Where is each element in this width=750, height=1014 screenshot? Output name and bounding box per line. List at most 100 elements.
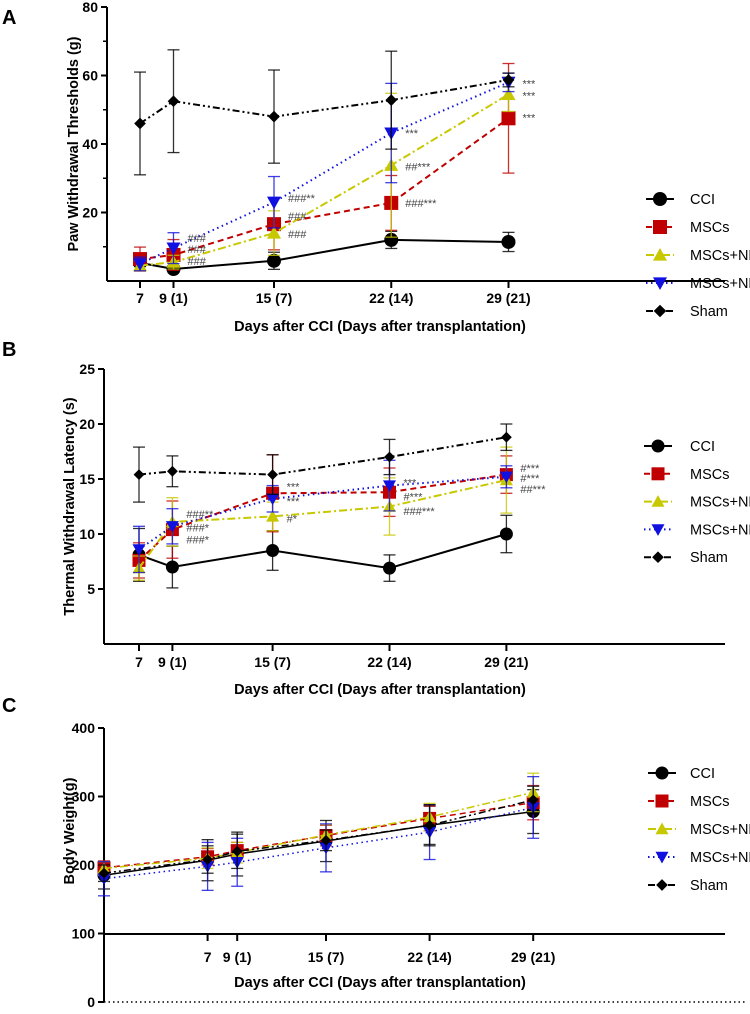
legend-marker <box>655 822 669 835</box>
x-tick-label: 29 (21) <box>511 949 555 965</box>
data-point <box>167 95 180 108</box>
legend-marker <box>653 248 667 261</box>
series-line <box>103 806 534 880</box>
x-axis-label: Days after CCI (Days after transplantati… <box>234 319 526 335</box>
significance-annotation: #* <box>287 514 298 526</box>
legend-marker <box>655 766 669 780</box>
series-line <box>139 93 510 267</box>
legend-label: CCI <box>690 766 715 782</box>
x-tick-label: 7 <box>204 949 212 965</box>
data-point <box>167 465 178 477</box>
significance-annotation: *** <box>523 90 537 102</box>
data-point <box>501 234 516 249</box>
legend-item: MSCs+NPs <box>644 495 750 511</box>
y-tick-label: 25 <box>79 361 95 377</box>
panel-c: C 0 100 200 300 400 7 9 (1) 15 (7) 22 (14) 29 (21)… <box>2 695 750 1010</box>
significance-annotation: *** <box>523 78 537 90</box>
series-sham <box>133 423 513 503</box>
series-line <box>138 475 507 551</box>
legend-item: Sham <box>646 304 728 320</box>
data-point <box>266 493 280 506</box>
legend-item: MSCs+NPs <box>646 248 750 264</box>
data-point <box>501 111 516 126</box>
data-point <box>165 560 179 574</box>
y-tick-label: 15 <box>79 471 95 487</box>
series-line <box>138 436 507 476</box>
x-axis-label: Days after CCI (Days after transplantati… <box>234 975 526 991</box>
data-point <box>202 854 213 865</box>
y-axis-label: Body Weight(g) <box>62 777 78 884</box>
data-point <box>501 87 516 100</box>
x-tick-label: 9 (1) <box>223 949 252 965</box>
series-mscs-nps-m <box>97 775 540 897</box>
significance-annotation: ### <box>188 256 207 268</box>
series-cci <box>97 789 540 890</box>
significance-annotation: ###*** <box>404 506 436 518</box>
series-mscs-nps-m <box>132 459 513 574</box>
data-point <box>267 196 281 210</box>
y-tick-label: 20 <box>82 205 98 221</box>
legend-label: MSCs+NPs <box>690 248 750 264</box>
data-point <box>165 521 179 533</box>
data-point <box>266 509 280 522</box>
data-point <box>383 561 396 575</box>
series-sham <box>98 785 540 883</box>
legend-marker <box>653 277 667 290</box>
legend-marker <box>653 220 667 234</box>
legend-label: MSCs <box>690 467 729 483</box>
legend-marker <box>653 192 667 206</box>
significance-annotation: *** <box>287 496 301 508</box>
y-tick-label: 5 <box>87 581 95 597</box>
x-tick-label: 29 (21) <box>486 290 530 306</box>
y-tick-label: 60 <box>82 68 98 84</box>
data-point <box>132 544 146 556</box>
significance-annotation: ### <box>188 244 207 256</box>
legend-label: Sham <box>690 550 728 566</box>
y-tick-label: 40 <box>82 136 98 152</box>
y-tick-label: 100 <box>72 926 96 942</box>
legend-label: MSCs+NPs+M <box>690 522 750 538</box>
data-point <box>383 480 396 493</box>
significance-annotation: ###** <box>288 193 316 205</box>
data-point <box>267 469 278 480</box>
legend-marker <box>655 851 669 864</box>
y-tick-label: 80 <box>82 0 98 15</box>
x-tick-label: 29 (21) <box>484 654 528 670</box>
significance-annotation: ### <box>188 233 207 245</box>
x-tick-label: 15 (7) <box>256 290 293 306</box>
significance-annotation: #*** <box>520 473 540 485</box>
significance-annotation: #*** <box>520 463 540 475</box>
data-point <box>266 544 280 557</box>
data-point <box>501 431 512 443</box>
y-tick-label: 20 <box>79 416 95 432</box>
x-tick-label: 9 (1) <box>159 290 188 306</box>
significance-annotation: *** <box>287 482 301 494</box>
legend-marker <box>651 467 665 481</box>
data-point <box>320 834 332 846</box>
x-tick-label: 9 (1) <box>158 654 187 670</box>
data-point <box>267 226 281 239</box>
y-axis-label: Paw Withdrawal Thresholds (g) <box>66 36 82 251</box>
legend-item: Sham <box>648 878 728 894</box>
x-tick-label: 7 <box>135 654 143 670</box>
legend-item: MSCs <box>644 467 729 483</box>
significance-annotation: ###* <box>186 535 209 547</box>
series-sham <box>134 49 515 176</box>
legend-label: Sham <box>690 304 728 320</box>
data-point <box>231 845 243 857</box>
legend-item: MSCs+NPs <box>648 822 750 838</box>
significance-annotation: ### <box>288 229 307 241</box>
legend-label: Sham <box>690 878 728 894</box>
legend-label: MSCs <box>690 794 729 810</box>
legend-label: CCI <box>690 192 715 208</box>
legend-label: MSCs+NPs <box>690 822 750 838</box>
x-tick-label: 22 (14) <box>369 290 413 306</box>
significance-annotation: ###* <box>186 522 209 534</box>
legend-item: MSCs <box>646 220 729 236</box>
legend-item: CCI <box>644 439 715 455</box>
series-line <box>139 117 510 261</box>
x-axis-label: Days after CCI (Days after transplantati… <box>234 682 526 698</box>
data-point <box>166 242 181 256</box>
legend-marker <box>656 879 668 891</box>
series-line <box>139 81 509 265</box>
